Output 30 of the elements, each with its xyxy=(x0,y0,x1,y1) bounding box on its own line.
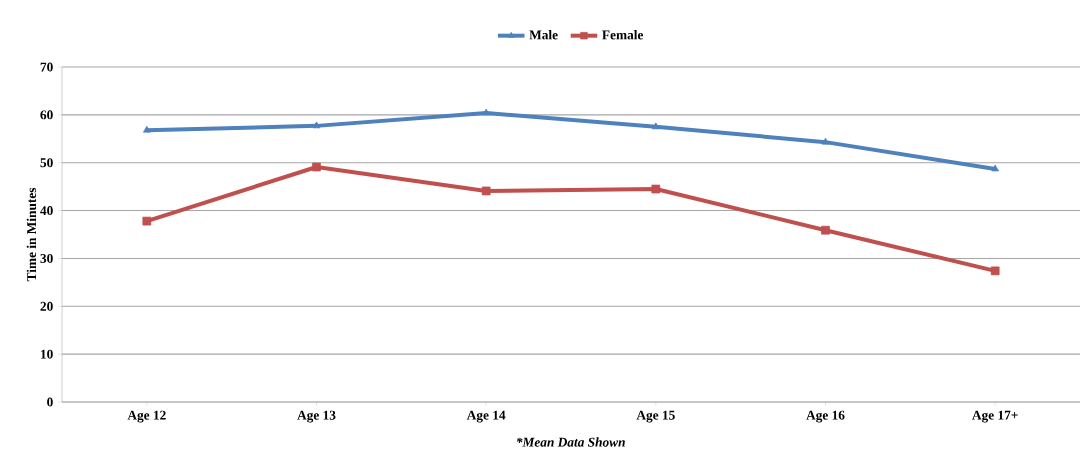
x-tick-label: Age 13 xyxy=(297,410,336,423)
text: *Mean Data Shown xyxy=(516,437,625,447)
point xyxy=(991,164,999,172)
y-tick-label: 30 xyxy=(40,253,53,263)
point xyxy=(651,184,661,194)
y-tick-label: 10 xyxy=(41,349,53,359)
point xyxy=(821,137,830,145)
x-tick-label: Age 14 xyxy=(466,410,506,423)
y-tick-label: 50 xyxy=(40,158,53,168)
point xyxy=(142,216,152,226)
point xyxy=(143,125,151,133)
point xyxy=(482,108,490,116)
x-tick-label: Age 12 xyxy=(127,410,166,423)
x-tick-label: Age 15 xyxy=(636,410,675,423)
x-tick-label: Age 16 xyxy=(806,410,845,423)
y-tick-label: 40 xyxy=(40,206,53,216)
point xyxy=(821,225,830,235)
point xyxy=(481,186,491,196)
y-tick-label: 20 xyxy=(40,301,53,311)
y-tick-label: 70 xyxy=(40,62,53,72)
point xyxy=(990,266,1000,276)
y-tick-label: 60 xyxy=(40,110,53,120)
point xyxy=(312,162,321,172)
y-tick-label: 0 xyxy=(47,397,53,407)
y-axis-title: Time in Minutes xyxy=(26,187,37,282)
legend-label: Female xyxy=(602,30,644,40)
point xyxy=(652,122,660,130)
x-tick-label: Age 17+ xyxy=(972,410,1018,423)
point xyxy=(312,121,321,129)
legend-label: Male xyxy=(529,30,558,40)
